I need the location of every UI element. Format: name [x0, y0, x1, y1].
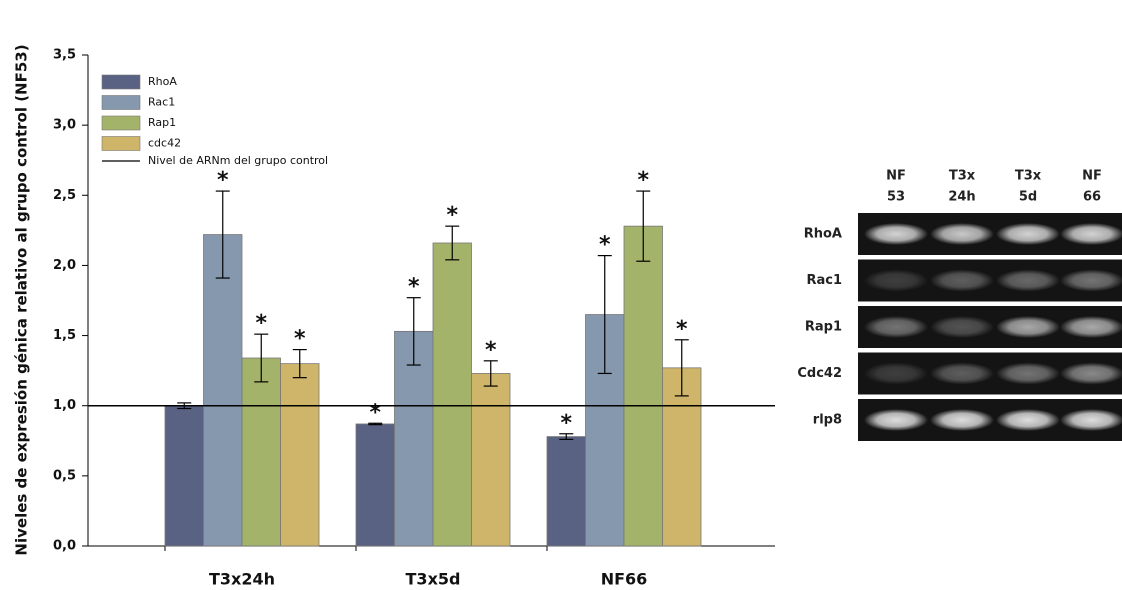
- row-label: rlp8: [813, 413, 842, 428]
- gel-band: [996, 270, 1060, 292]
- row-label: RhoA: [804, 227, 842, 242]
- row-label: Cdc42: [797, 366, 842, 381]
- gel-band: [1060, 270, 1122, 292]
- bar: [242, 358, 281, 546]
- y-tick-label: 0,5: [53, 468, 76, 483]
- lane-label: 24h: [948, 190, 975, 205]
- y-tick-label: 3,5: [53, 48, 76, 63]
- significance-mark: *: [217, 168, 229, 193]
- significance-mark: *: [446, 203, 458, 228]
- gel-band: [1060, 223, 1122, 245]
- bar: [204, 235, 243, 546]
- y-tick-label: 0,0: [53, 539, 76, 554]
- gel-band: [996, 409, 1060, 431]
- significance-mark: *: [599, 233, 611, 258]
- gel-band: [1060, 363, 1122, 385]
- significance-mark: *: [369, 400, 381, 425]
- y-tick-label: 2,5: [53, 188, 76, 203]
- gel-band: [864, 409, 928, 431]
- figure: Niveles de expresión génica relativo al …: [0, 0, 1122, 590]
- lane-label: T3x: [949, 169, 976, 184]
- y-tick-label: 1,5: [53, 328, 76, 343]
- x-tick-label: T3x5d: [406, 570, 461, 589]
- gel-band: [864, 270, 928, 292]
- bar: [281, 364, 320, 546]
- lane-label: T3x: [1015, 169, 1042, 184]
- gel-band: [864, 316, 928, 338]
- gel-band: [1060, 409, 1122, 431]
- significance-mark: *: [485, 338, 497, 363]
- gel-band: [930, 223, 994, 245]
- legend-label: Rac1: [148, 96, 175, 109]
- lane-label: 66: [1083, 190, 1101, 205]
- y-tick-label: 3,0: [53, 118, 76, 133]
- y-tick-label: 2,0: [53, 258, 76, 273]
- gel-band: [930, 363, 994, 385]
- row-label: Rac1: [806, 273, 842, 288]
- significance-mark: *: [560, 411, 572, 436]
- significance-mark: *: [408, 275, 420, 300]
- y-tick-label: 1,0: [53, 398, 76, 413]
- lane-label: NF: [1082, 169, 1102, 184]
- bar: [165, 406, 204, 546]
- legend-swatch: [102, 96, 140, 110]
- gel-band: [930, 270, 994, 292]
- gel-band: [930, 316, 994, 338]
- legend-swatch: [102, 75, 140, 89]
- legend-label: cdc42: [148, 137, 181, 150]
- significance-mark: *: [637, 168, 649, 193]
- significance-mark: *: [255, 311, 267, 336]
- bar: [472, 373, 511, 546]
- gel-band: [996, 316, 1060, 338]
- legend-swatch: [102, 116, 140, 130]
- gel-band: [864, 223, 928, 245]
- row-label: Rap1: [805, 320, 842, 335]
- x-tick-label: T3x24h: [209, 570, 275, 589]
- gel-band: [864, 363, 928, 385]
- bar: [356, 424, 395, 546]
- lane-label: NF: [886, 169, 906, 184]
- x-tick-label: NF66: [601, 570, 648, 589]
- gel-band: [996, 363, 1060, 385]
- legend-label: RhoA: [148, 75, 177, 88]
- bar: [624, 226, 663, 546]
- lane-label: 5d: [1019, 190, 1037, 205]
- y-axis-label: Niveles de expresión génica relativo al …: [13, 44, 31, 555]
- bar: [547, 437, 586, 546]
- legend-label: Rap1: [148, 116, 176, 129]
- gel-band: [930, 409, 994, 431]
- significance-mark: *: [676, 317, 688, 342]
- lane-label: 53: [887, 190, 905, 205]
- legend-label: Nivel de ARNm del grupo control: [148, 154, 328, 167]
- legend-swatch: [102, 137, 140, 151]
- gel-band: [996, 223, 1060, 245]
- significance-mark: *: [294, 327, 306, 352]
- bar: [433, 243, 472, 546]
- gel-band: [1060, 316, 1122, 338]
